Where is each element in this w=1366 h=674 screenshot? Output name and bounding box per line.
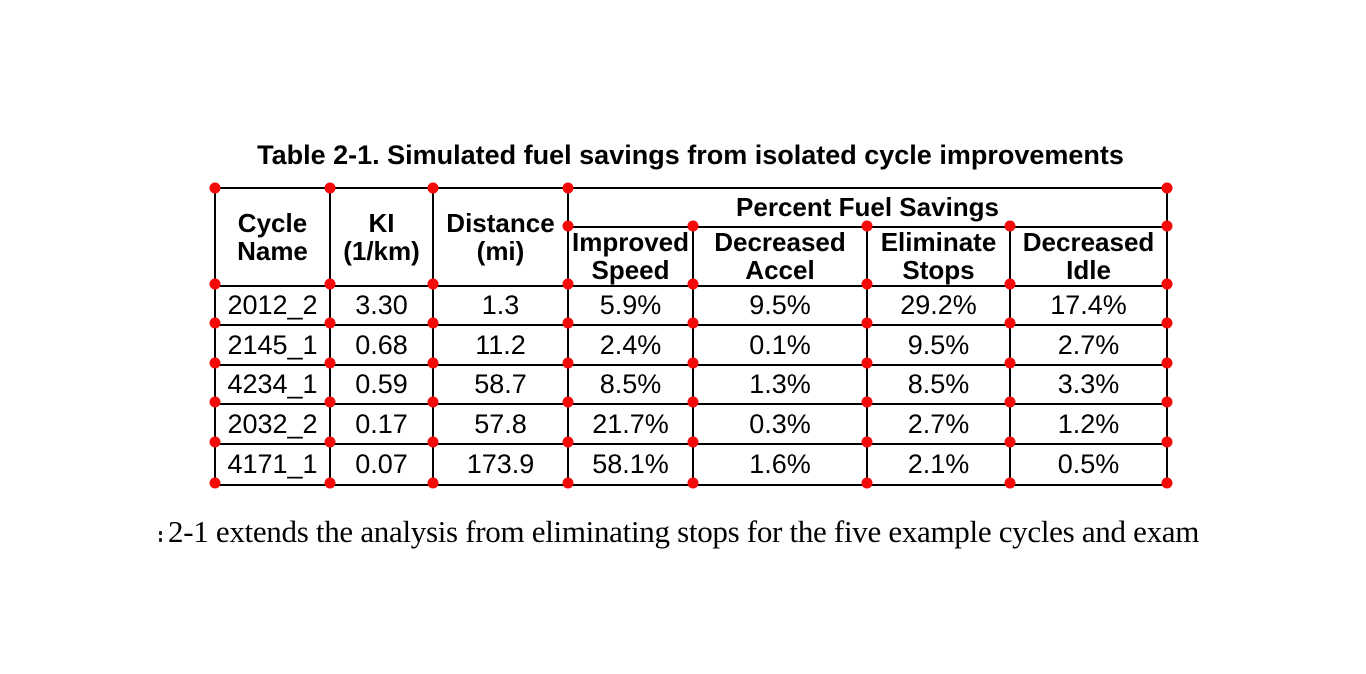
col-header-decreased-accel: Decreased Accel <box>692 225 868 288</box>
col-header-improved-speed: Improved Speed <box>567 225 694 288</box>
cell-eliminate-stops: 2.1% <box>866 443 1011 486</box>
cell-distance: 1.3 <box>432 285 569 326</box>
cell-decreased-accel: 1.6% <box>692 443 868 486</box>
cell-decreased-accel: 0.1% <box>692 324 868 366</box>
table-header: Cycle Name KI (1/km) Distance (mi) Perce… <box>214 187 1169 288</box>
cell-improved-speed: 8.5% <box>567 364 694 405</box>
table-row: 2012_2 3.30 1.3 5.9% 9.5% 29.2% 17.4% <box>214 285 1169 326</box>
table-row: 2145_1 0.68 11.2 2.4% 0.1% 9.5% 2.7% <box>214 324 1169 366</box>
cell-cycle-name: 2032_2 <box>214 403 331 445</box>
cell-decreased-idle: 17.4% <box>1008 285 1169 326</box>
cell-ki: 0.68 <box>329 324 434 366</box>
cell-decreased-idle: 3.3% <box>1008 364 1169 405</box>
cell-distance: 57.8 <box>432 403 569 445</box>
cell-ki: 0.07 <box>329 443 434 486</box>
col-group-header-percent-fuel-savings: Percent Fuel Savings <box>566 187 1169 228</box>
cell-eliminate-stops: 8.5% <box>866 364 1011 405</box>
cell-cycle-name: 4171_1 <box>214 443 331 486</box>
body-text-clip: 2-1 extends the analysis from eliminatin… <box>0 510 1366 562</box>
table-row: 2032_2 0.17 57.8 21.7% 0.3% 2.7% 1.2% <box>214 403 1169 445</box>
cell-cycle-name: 4234_1 <box>214 364 331 405</box>
col-header-cycle-name: Cycle Name <box>214 187 331 287</box>
cell-decreased-accel: 9.5% <box>692 285 868 326</box>
cell-decreased-idle: 2.7% <box>1008 324 1169 366</box>
cell-improved-speed: 58.1% <box>567 443 694 486</box>
clipped-character-fragment <box>159 538 162 542</box>
cell-decreased-idle: 1.2% <box>1008 403 1169 445</box>
cell-cycle-name: 2145_1 <box>214 324 331 366</box>
cell-eliminate-stops: 2.7% <box>866 403 1011 445</box>
cell-cycle-name: 2012_2 <box>214 285 331 326</box>
clipped-character-fragment <box>159 531 162 535</box>
cell-eliminate-stops: 29.2% <box>866 285 1011 326</box>
cell-ki: 0.59 <box>329 364 434 405</box>
table-row: 4234_1 0.59 58.7 8.5% 1.3% 8.5% 3.3% <box>214 364 1169 405</box>
cell-improved-speed: 21.7% <box>567 403 694 445</box>
cell-eliminate-stops: 9.5% <box>866 324 1011 366</box>
fuel-savings-table: Cycle Name KI (1/km) Distance (mi) Perce… <box>214 187 1169 486</box>
cell-decreased-idle: 0.5% <box>1008 443 1169 486</box>
col-header-ki: KI (1/km) <box>329 187 434 287</box>
col-header-decreased-idle: Decreased Idle <box>1008 225 1169 288</box>
cell-ki: 0.17 <box>329 403 434 445</box>
cell-improved-speed: 2.4% <box>567 324 694 366</box>
cell-ki: 3.30 <box>329 285 434 326</box>
cell-distance: 11.2 <box>432 324 569 366</box>
table-row: 4171_1 0.07 173.9 58.1% 1.6% 2.1% 0.5% <box>214 443 1169 486</box>
col-header-distance: Distance (mi) <box>432 187 569 287</box>
table-title: Table 2-1. Simulated fuel savings from i… <box>257 140 1124 170</box>
cell-decreased-accel: 1.3% <box>692 364 868 405</box>
body-text: 2-1 extends the analysis from eliminatin… <box>168 514 1200 549</box>
col-header-eliminate-stops: Eliminate Stops <box>866 225 1011 288</box>
cell-distance: 58.7 <box>432 364 569 405</box>
cell-improved-speed: 5.9% <box>567 285 694 326</box>
cell-distance: 173.9 <box>432 443 569 486</box>
cell-decreased-accel: 0.3% <box>692 403 868 445</box>
